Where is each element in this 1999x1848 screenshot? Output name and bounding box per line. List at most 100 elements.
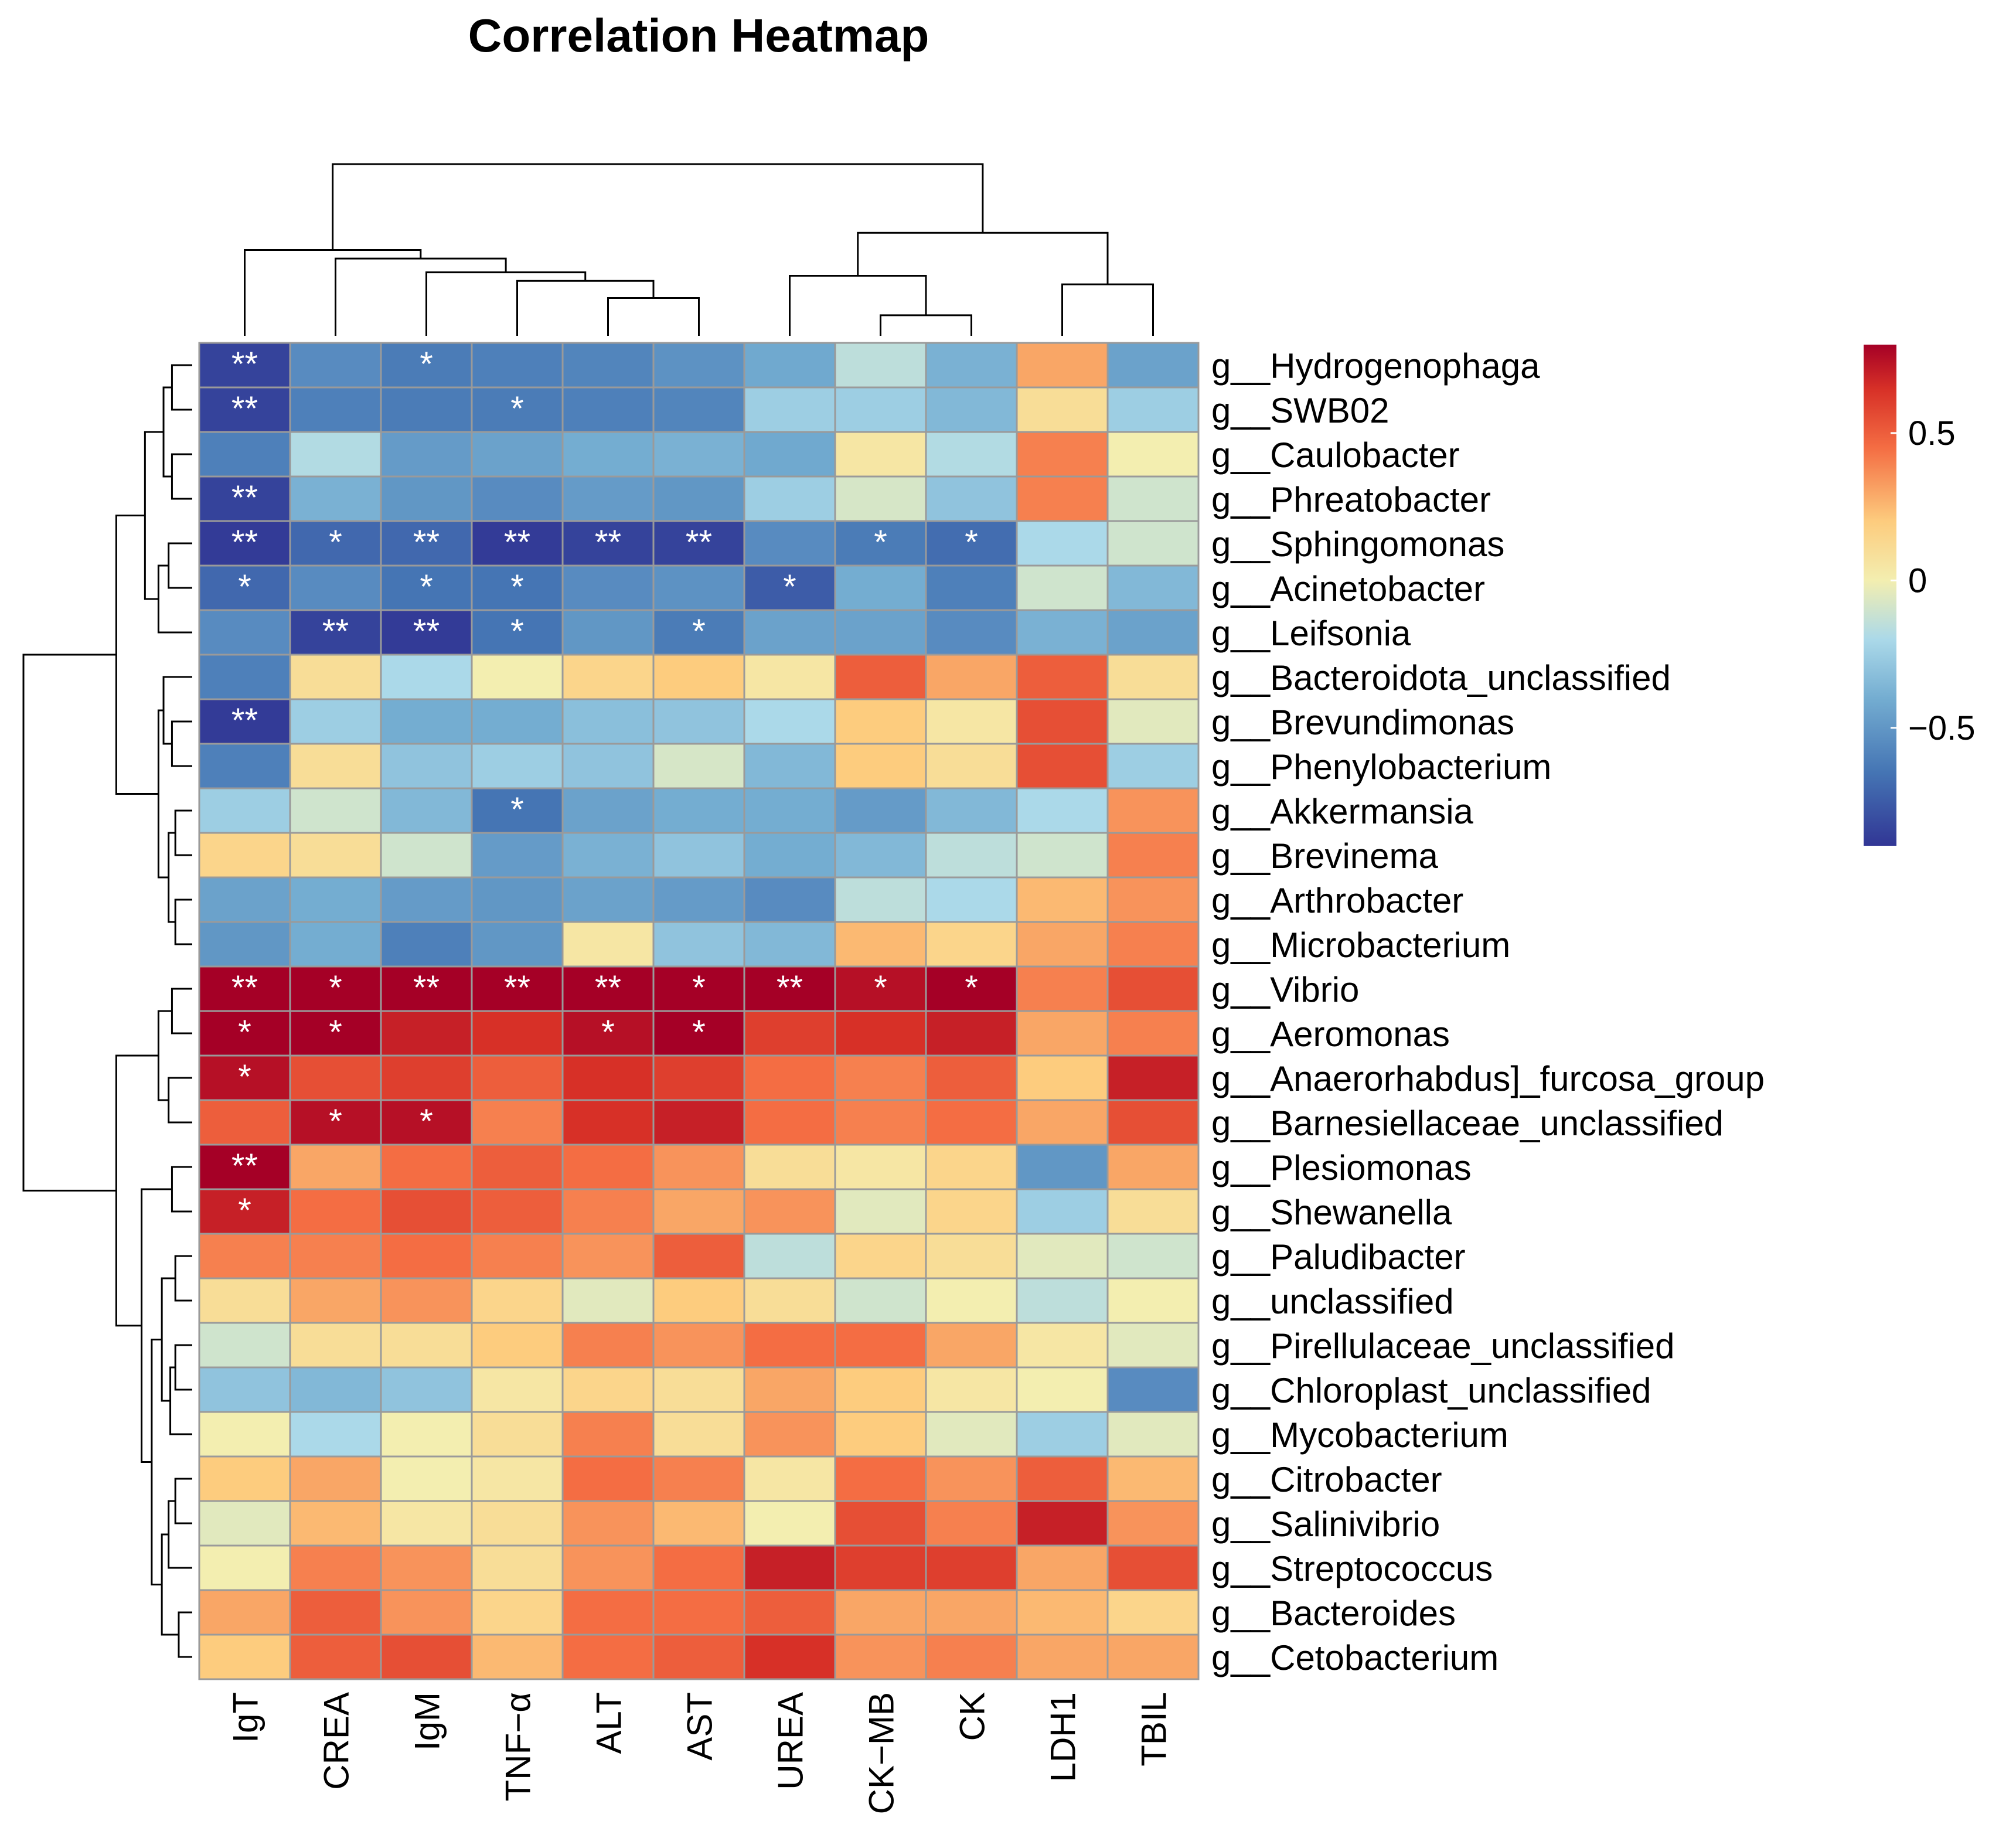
row-label: g__Salinivibrio bbox=[1211, 1505, 1440, 1544]
heatmap-cell bbox=[1016, 564, 1109, 611]
heatmap-cell bbox=[289, 1544, 382, 1591]
heatmap-cell bbox=[198, 386, 291, 433]
heatmap-cell bbox=[834, 698, 927, 745]
heatmap-cell bbox=[198, 431, 291, 478]
row-label: g__Streptococcus bbox=[1211, 1549, 1493, 1588]
column-dendrogram-branch bbox=[1061, 283, 1154, 336]
significance-mark: * bbox=[510, 791, 524, 829]
heatmap-cell bbox=[289, 1500, 382, 1547]
heatmap-cell bbox=[289, 1411, 382, 1458]
heatmap-cell bbox=[561, 431, 655, 478]
heatmap-cell bbox=[198, 876, 291, 923]
significance-mark: ** bbox=[413, 523, 440, 561]
chart-title: Correlation Heatmap bbox=[468, 9, 929, 62]
row-label: g__Leifsonia bbox=[1211, 614, 1411, 653]
heatmap-cell bbox=[289, 520, 382, 567]
heatmap-cell bbox=[652, 654, 745, 700]
significance-mark: * bbox=[329, 969, 342, 1007]
heatmap-cell bbox=[925, 1233, 1018, 1279]
heatmap-cell bbox=[834, 1544, 927, 1591]
significance-mark: * bbox=[965, 523, 978, 561]
heatmap-cell bbox=[380, 1500, 473, 1547]
significance-mark: * bbox=[420, 568, 433, 606]
row-label: g__Mycobacterium bbox=[1211, 1415, 1508, 1455]
significance-mark: * bbox=[510, 390, 524, 428]
heatmap-cell bbox=[1106, 1188, 1200, 1235]
row-label: g__Arthrobacter bbox=[1211, 881, 1463, 920]
significance-mark: * bbox=[420, 345, 433, 383]
heatmap-cell bbox=[743, 386, 836, 433]
heatmap-cell bbox=[471, 564, 564, 611]
heatmap-cell bbox=[471, 876, 564, 923]
significance-mark: * bbox=[238, 1013, 251, 1051]
heatmap-cell bbox=[471, 1366, 564, 1413]
row-dendrogram-branch bbox=[178, 1611, 192, 1658]
heatmap-cell bbox=[1016, 654, 1109, 700]
heatmap-cell bbox=[198, 1633, 291, 1680]
heatmap-cell bbox=[652, 921, 745, 968]
heatmap-cell bbox=[1016, 787, 1109, 834]
heatmap-cell bbox=[1106, 609, 1200, 656]
significance-mark: ** bbox=[231, 1147, 258, 1185]
heatmap-cell bbox=[471, 1633, 564, 1680]
heatmap-cell bbox=[198, 609, 291, 656]
column-labels: IgT CREA IgM TNF−α ALT AST UREA CK−MB CK LDH1 TBIL bbox=[226, 1692, 1174, 1814]
row-label: g__Acinetobacter bbox=[1211, 569, 1485, 608]
heatmap-cell bbox=[925, 1411, 1018, 1458]
heatmap-cell bbox=[1106, 1544, 1200, 1591]
row-dendrogram-branch bbox=[162, 676, 192, 745]
heatmap-cell bbox=[925, 475, 1018, 522]
heatmap-cell bbox=[380, 1143, 473, 1190]
heatmap-cell bbox=[1106, 1277, 1200, 1324]
heatmap-cell bbox=[289, 654, 382, 700]
heatmap-cell bbox=[1106, 1233, 1200, 1279]
heatmap-cell bbox=[743, 1366, 836, 1413]
significance-mark: ** bbox=[686, 523, 712, 561]
heatmap-cell bbox=[289, 1633, 382, 1680]
row-dendrogram-branch bbox=[115, 1054, 159, 1327]
heatmap-cell bbox=[561, 1589, 655, 1636]
heatmap-cell bbox=[561, 475, 655, 522]
heatmap-cell bbox=[743, 475, 836, 522]
column-dendrogram-branch bbox=[244, 249, 422, 336]
row-label: g__Phreatobacter bbox=[1211, 480, 1491, 519]
heatmap-cell bbox=[289, 1589, 382, 1636]
heatmap-cell bbox=[925, 965, 1018, 1012]
heatmap-cell bbox=[1016, 698, 1109, 745]
heatmap-cell bbox=[925, 386, 1018, 433]
significance-mark: * bbox=[692, 969, 706, 1007]
heatmap-cell bbox=[198, 1366, 291, 1413]
heatmap-cell bbox=[652, 386, 745, 433]
row-labels: g__Hydrogenophaga g__SWB02 g__Caulobacterg… bbox=[1211, 346, 1765, 1677]
heatmap-cell bbox=[471, 654, 564, 700]
heatmap-cell bbox=[380, 965, 473, 1012]
heatmap-cell bbox=[834, 1366, 927, 1413]
heatmap-cell bbox=[1016, 1500, 1109, 1547]
heatmap-cell bbox=[561, 609, 655, 656]
heatmap-cell bbox=[380, 1099, 473, 1146]
row-label: g__Akkermansia bbox=[1211, 792, 1474, 831]
heatmap-cell bbox=[471, 921, 564, 968]
heatmap-cell bbox=[289, 564, 382, 611]
row-label: g__Paludibacter bbox=[1211, 1237, 1466, 1277]
row-dendrogram-branch bbox=[168, 832, 176, 923]
heatmap-cell bbox=[471, 1500, 564, 1547]
heatmap-cell bbox=[925, 431, 1018, 478]
row-label: g__Anaerorhabdus]_furcosa_group bbox=[1211, 1059, 1765, 1098]
heatmap-cell bbox=[652, 1589, 745, 1636]
significance-mark: ** bbox=[231, 345, 258, 383]
heatmap-cell bbox=[561, 1322, 655, 1369]
heatmap-cell bbox=[1016, 342, 1109, 389]
heatmap-cell bbox=[1106, 1366, 1200, 1413]
heatmap-cell bbox=[289, 1366, 382, 1413]
heatmap-cell bbox=[834, 342, 927, 389]
heatmap-cell bbox=[743, 1099, 836, 1146]
row-label: g__unclassified bbox=[1211, 1282, 1454, 1321]
heatmap-cell bbox=[198, 1322, 291, 1369]
column-label: ALT bbox=[590, 1692, 629, 1754]
heatmap-cell bbox=[925, 743, 1018, 789]
heatmap-cell bbox=[289, 1233, 382, 1279]
heatmap-cell bbox=[743, 921, 836, 968]
heatmap-cell bbox=[743, 1277, 836, 1324]
